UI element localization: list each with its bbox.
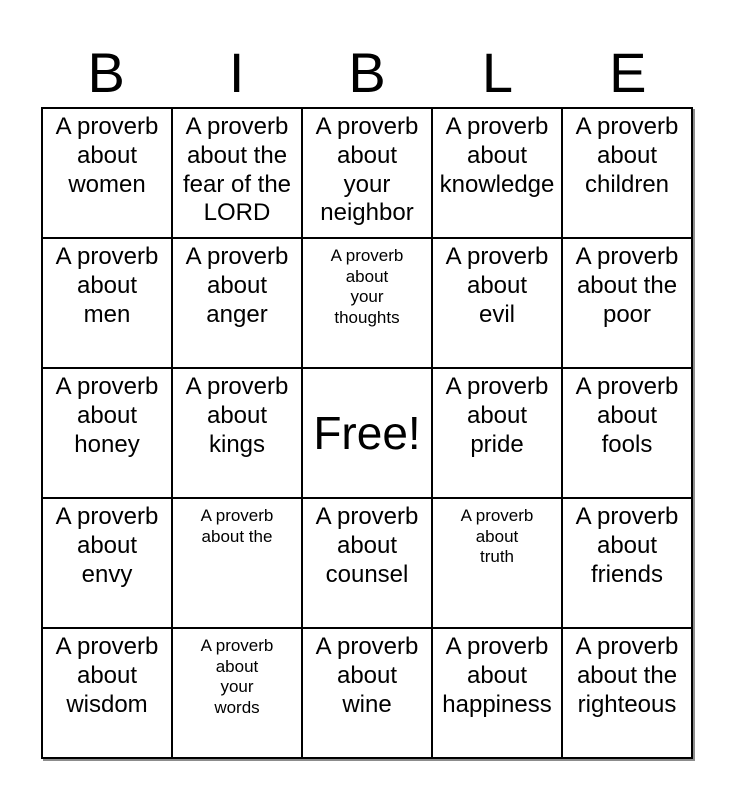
bingo-cell-r1c5[interactable]: A proverb about children: [561, 107, 693, 239]
bingo-cell-r3c5[interactable]: A proverb about fools: [561, 367, 693, 499]
bingo-cell-r2c5[interactable]: A proverb about the poor: [561, 237, 693, 369]
title-letter-4: L: [481, 41, 513, 104]
bingo-cell-r2c2[interactable]: A proverb about anger: [171, 237, 303, 369]
bingo-cell-r3c4[interactable]: A proverb about pride: [431, 367, 563, 499]
bingo-cell-r2c3[interactable]: A proverb about your thoughts: [301, 237, 433, 369]
bingo-cell-r1c1[interactable]: A proverb about women: [41, 107, 173, 239]
bingo-title: B I B L E: [41, 0, 693, 107]
bingo-cell-r3c2[interactable]: A proverb about kings: [171, 367, 303, 499]
bingo-cell-r5c2[interactable]: A proverb about your words: [171, 627, 303, 759]
title-letter-3: B: [348, 41, 386, 104]
bingo-cell-r3c1[interactable]: A proverb about honey: [41, 367, 173, 499]
bingo-cell-r5c5[interactable]: A proverb about the righteous: [561, 627, 693, 759]
bingo-cell-r1c4[interactable]: A proverb about knowledge: [431, 107, 563, 239]
bingo-row-1: A proverb about women A proverb about th…: [41, 107, 693, 239]
bingo-card: A proverb about women A proverb about th…: [41, 107, 693, 759]
title-letter-5: E: [609, 41, 647, 104]
free-cell[interactable]: Free!: [301, 367, 433, 499]
bingo-cell-r5c1[interactable]: A proverb about wisdom: [41, 627, 173, 759]
bingo-cell-r4c1[interactable]: A proverb about envy: [41, 497, 173, 629]
bingo-cell-r4c2[interactable]: A proverb about the: [171, 497, 303, 629]
bingo-cell-r1c3[interactable]: A proverb about your neighbor: [301, 107, 433, 239]
bingo-cell-r4c3[interactable]: A proverb about counsel: [301, 497, 433, 629]
bingo-row-2: A proverb about men A proverb about ange…: [41, 237, 693, 369]
bingo-cell-r2c4[interactable]: A proverb about evil: [431, 237, 563, 369]
bingo-cell-r5c4[interactable]: A proverb about happiness: [431, 627, 563, 759]
title-letter-1: B: [87, 41, 125, 104]
bingo-row-5: A proverb about wisdom A proverb about y…: [41, 627, 693, 759]
bingo-cell-r4c4[interactable]: A proverb about truth: [431, 497, 563, 629]
title-letter-2: I: [228, 41, 245, 104]
bingo-cell-r2c1[interactable]: A proverb about men: [41, 237, 173, 369]
bingo-row-3: A proverb about honey A proverb about ki…: [41, 367, 693, 499]
bingo-cell-r4c5[interactable]: A proverb about friends: [561, 497, 693, 629]
bingo-row-4: A proverb about envy A proverb about the…: [41, 497, 693, 629]
bingo-cell-r1c2[interactable]: A proverb about the fear of the LORD: [171, 107, 303, 239]
bingo-cell-r5c3[interactable]: A proverb about wine: [301, 627, 433, 759]
